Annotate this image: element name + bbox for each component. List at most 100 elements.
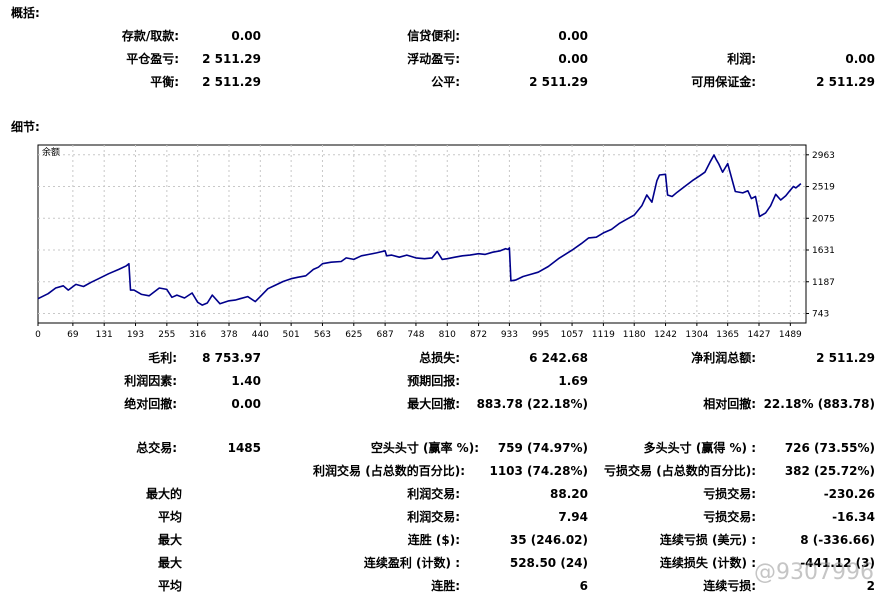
total-trades-label: 总交易: [136,441,177,455]
expected-payoff-value: 1.69 [558,374,588,388]
profit-label: 利润: [727,52,756,66]
gross-profit-label: 毛利: [148,351,177,365]
max-consecutive-profit-value: 528.50 (24) [509,556,588,570]
closed-pnl-label: 平仓盈亏: [126,52,179,66]
x-tick-label: 748 [407,330,424,340]
x-tick-label: 378 [220,330,237,340]
profit-trades-label: 利润交易 (占总数的百分比): [313,464,465,478]
x-tick-label: 1242 [654,330,677,340]
max-consecutive-profit-label: 连续盈利 (计数) : [363,556,460,570]
x-tick-label: 995 [532,330,549,340]
free-margin-value: 2 511.29 [816,75,875,89]
x-tick-label: 1365 [716,330,739,340]
avg-loss-label: 亏损交易: [703,510,756,524]
x-tick-label: 1057 [561,330,584,340]
short-positions-value: 759 (74.97%) [497,441,588,455]
avg-profit-label: 利润交易: [407,510,460,524]
x-tick-label: 0 [35,330,41,340]
expected-payoff-label: 预期回报: [407,374,460,388]
floating-pnl-label: 浮动盈亏: [407,52,460,66]
balance-chart-svg: 0 69 131 193 255 316 378 440 501 563 625 687 748 810 8… [35,144,835,340]
profit-factor-label: 利润因素: [124,374,177,388]
long-positions-value: 726 (73.55%) [784,441,875,455]
avg-consecutive-wins-label: 连胜: [431,579,460,593]
y-tick-label: 2519 [812,183,835,193]
y-tick-label: 2963 [812,151,835,161]
avg-loss-value: -16.34 [832,510,875,524]
x-tick-label: 440 [252,330,269,340]
largest-profit-label: 利润交易: [407,487,460,501]
max-consecutive-losses-label: 连续亏损 (美元) : [659,533,756,547]
max-consecutive-loss-label: 连续损失 (计数) : [659,556,756,570]
avg-consecutive-losses-label: 连续亏损: [703,579,756,593]
x-tick-label: 872 [470,330,487,340]
x-tick-label: 501 [283,330,300,340]
largest-label: 最大的 [145,487,182,501]
x-tick-label: 316 [189,330,206,340]
avg-consecutive-wins-value: 6 [579,579,588,593]
watermark: @9307996 [754,560,874,585]
max-consecutive-loss-value: -441.12 (3) [800,556,875,570]
rel-drawdown-label: 相对回撤: [703,397,756,411]
profit-value: 0.00 [845,52,875,66]
x-tick-label: 1304 [685,330,708,340]
x-tick-label: 563 [314,330,331,340]
average-label: 平均 [157,510,182,524]
net-profit-label: 净利润总额: [691,351,756,365]
plot-area [37,144,807,324]
balance-label: 平衡: [150,75,179,89]
free-margin-label: 可用保证金: [691,75,756,89]
avg-consecutive-losses-value: 2 [866,579,875,593]
largest-profit-value: 88.20 [550,487,588,501]
max-label-1: 最大 [157,533,182,547]
y-tick-label: 743 [812,309,829,319]
balance-series-line [37,154,802,306]
max-drawdown-label: 最大回撤: [407,397,460,411]
gross-profit-value: 8 753.97 [202,351,261,365]
max-label-2: 最大 [157,556,182,570]
max-consecutive-wins-label: 连胜 ($): [407,533,460,547]
x-tick-label: 1427 [748,330,771,340]
y-tick-label: 1631 [812,246,835,256]
chart-title: 余额 [42,146,60,158]
x-tick-label: 1489 [779,330,802,340]
profit-factor-value: 1.40 [231,374,261,388]
rel-drawdown-value: 22.18% (883.78) [763,397,875,411]
gross-loss-value: 6 242.68 [529,351,588,365]
deposit-label: 存款/取款: [121,29,179,43]
equity-label: 公平: [431,75,460,89]
abs-drawdown-label: 绝对回撤: [124,397,177,411]
credit-value: 0.00 [558,29,588,43]
long-positions-label: 多头头寸 (赢得 %) : [643,441,756,455]
max-drawdown-value: 883.78 (22.18%) [476,397,588,411]
credit-label: 信贷便利: [407,29,460,43]
gross-loss-label: 总损失: [419,351,460,365]
largest-loss-value: -230.26 [823,487,875,501]
x-tick-label: 625 [345,330,362,340]
max-consecutive-losses-value: 8 (-336.66) [800,533,875,547]
max-consecutive-wins-value: 35 (246.02) [509,533,588,547]
x-tick-label: 933 [501,330,518,340]
net-profit-value: 2 511.29 [816,351,875,365]
equity-value: 2 511.29 [529,75,588,89]
loss-trades-label: 亏损交易 (占总数的百分比): [604,464,756,478]
y-tick-label: 2075 [812,214,835,224]
x-tick-label: 255 [158,330,175,340]
x-tick-label: 131 [96,330,113,340]
deposit-value: 0.00 [231,29,261,43]
largest-loss-label: 亏损交易: [703,487,756,501]
x-tick-label: 810 [439,330,456,340]
x-tick-label: 1119 [592,330,615,340]
total-trades-value: 1485 [227,441,261,455]
loss-trades-value: 382 (25.72%) [784,464,875,478]
abs-drawdown-value: 0.00 [231,397,261,411]
profit-trades-value: 1103 (74.28%) [489,464,588,478]
short-positions-label: 空头头寸 (赢率 %): [370,441,479,455]
avg-profit-value: 7.94 [558,510,588,524]
details-heading: 细节: [11,120,40,134]
balance-value: 2 511.29 [202,75,261,89]
y-tick-label: 1187 [812,278,835,288]
balance-chart: 0 69 131 193 255 316 378 440 501 563 625 687 748 810 8… [35,144,876,340]
x-tick-label: 687 [377,330,394,340]
closed-pnl-value: 2 511.29 [202,52,261,66]
